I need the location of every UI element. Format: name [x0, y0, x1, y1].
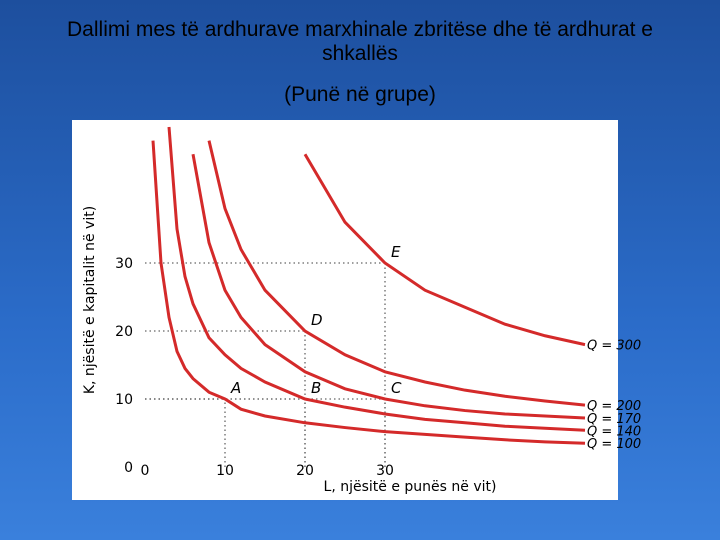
point-label: A	[230, 379, 241, 397]
slide-title: Dallimi mes të ardhurave marxhinale zbri…	[67, 18, 653, 65]
y-tick-label: 20	[115, 324, 133, 340]
y-tick-label: 0	[124, 460, 133, 476]
y-axis-label: K, njësitë e kapitalit në vit)	[82, 206, 98, 394]
x-axis-label: L, njësitë e punës në vit)	[324, 479, 497, 495]
series-label: Q = 300	[587, 339, 641, 354]
isoquant	[151, 140, 586, 445]
isoquant	[303, 153, 586, 347]
point-label: E	[391, 243, 401, 261]
point-label: D	[311, 311, 323, 329]
isoquant	[167, 126, 586, 432]
y-tick-label: 10	[115, 392, 133, 408]
x-tick-label: 10	[216, 463, 234, 479]
point-label: C	[391, 379, 402, 397]
x-tick-label: 0	[141, 463, 150, 479]
series-label: Q = 140	[587, 424, 641, 439]
slide-subtitle: (Punë në grupe)	[284, 83, 436, 106]
isoquant	[191, 153, 586, 420]
series-label: Q = 170	[587, 412, 641, 427]
series-label: Q = 100	[587, 437, 641, 452]
series-label: Q = 200	[587, 399, 641, 414]
chart-frame	[72, 120, 618, 500]
isoquant	[207, 140, 586, 407]
point-label: B	[311, 379, 321, 397]
y-tick-label: 30	[115, 256, 133, 272]
x-tick-label: 20	[296, 463, 314, 479]
x-tick-label: 30	[376, 463, 394, 479]
